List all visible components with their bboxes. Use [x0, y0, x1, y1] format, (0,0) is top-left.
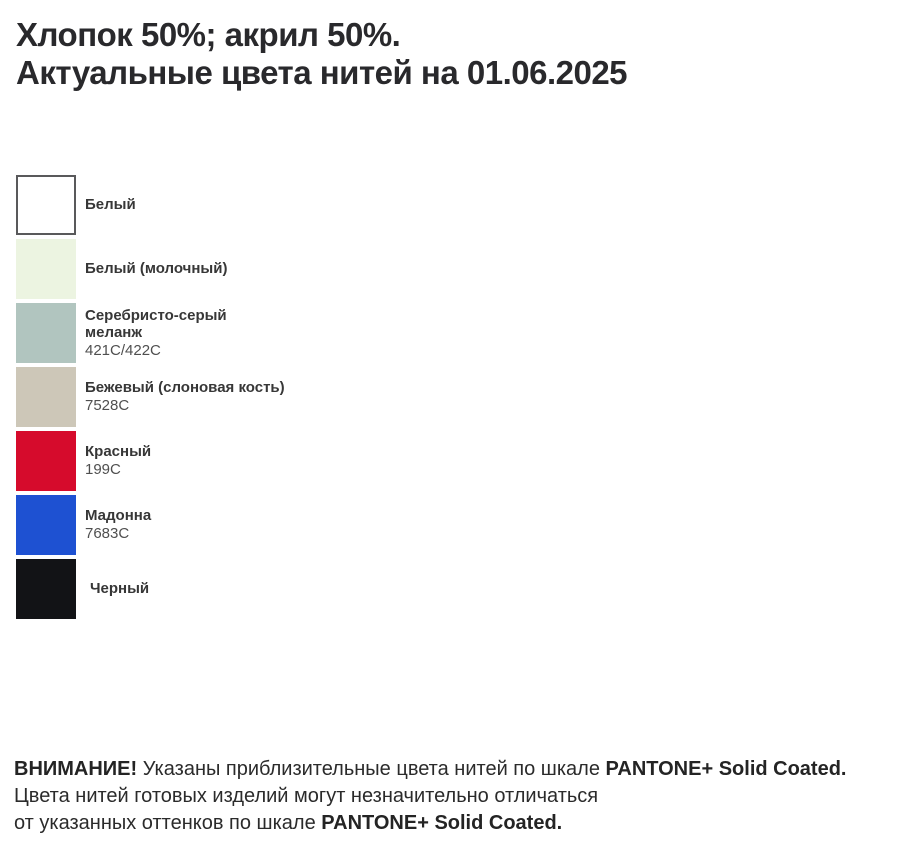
pantone-code: 7683C — [85, 525, 130, 542]
pantone-scale-name: PANTONE+ Solid Coated. — [321, 812, 563, 834]
page-title-line2: Актуальные цвета нитей на 01.06.2025 — [16, 54, 628, 91]
color-list: Белый Белый (молочный) Серебристо-серый … — [16, 175, 285, 623]
disclaimer-note: ВНИМАНИЕ! Указаны приблизительные цвета … — [14, 756, 894, 837]
color-name: Мадонна — [85, 507, 152, 524]
color-row-milky-white: Белый (молочный) — [16, 239, 285, 299]
pantone-code: 7528C — [85, 397, 130, 414]
color-row-black: Черный — [16, 559, 285, 619]
disclaimer-line3: от указанных оттенков по шкале PANTONE+ … — [14, 812, 563, 834]
page-title: Хлопок 50%; акрил 50%. Актуальные цвета … — [16, 16, 628, 92]
color-swatch-madonna-blue — [16, 495, 76, 555]
color-swatch-milky-white — [16, 239, 76, 299]
pantone-code: 421C/422C — [85, 341, 161, 359]
color-swatch-black — [16, 559, 76, 619]
color-name: Белый (молочный) — [85, 260, 228, 277]
disclaimer-line2: Цвета нитей готовых изделий могут незнач… — [14, 785, 599, 807]
color-swatch-silver-gray — [16, 303, 76, 363]
color-swatch-red — [16, 431, 76, 491]
pantone-code: 199C — [85, 461, 121, 478]
pantone-scale-name: PANTONE+ Solid Coated. — [605, 758, 847, 780]
color-swatch-white — [16, 175, 76, 235]
color-row-white: Белый — [16, 175, 285, 235]
color-row-silver-gray: Серебристо-серый меланж 421C/422C — [16, 303, 285, 363]
disclaimer-line1: ВНИМАНИЕ! Указаны приблизительные цвета … — [14, 758, 847, 780]
color-name: Серебристо-серый меланж — [85, 306, 227, 341]
color-name: Красный — [85, 443, 152, 460]
color-swatch-beige — [16, 367, 76, 427]
page-title-line1: Хлопок 50%; акрил 50%. — [16, 16, 401, 53]
color-row-red: Красный 199C — [16, 431, 285, 491]
color-name: Бежевый (слоновая кость) — [85, 379, 285, 396]
disclaimer-attention: ВНИМАНИЕ! — [14, 758, 138, 780]
color-row-madonna-blue: Мадонна 7683C — [16, 495, 285, 555]
color-row-beige: Бежевый (слоновая кость) 7528C — [16, 367, 285, 427]
color-name: Черный — [90, 580, 150, 597]
color-name: Белый — [85, 196, 136, 213]
